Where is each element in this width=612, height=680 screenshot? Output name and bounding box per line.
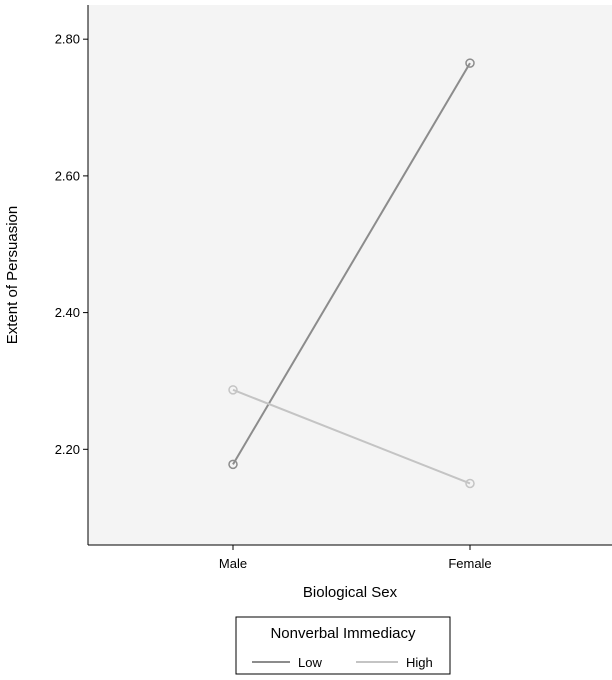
y-axis-ticks: 2.20 2.40 2.60 2.80 <box>55 32 88 457</box>
x-tick-label: Female <box>448 556 491 571</box>
data-point-high <box>465 478 475 489</box>
x-axis-title: Biological Sex <box>303 584 398 601</box>
series-line-high <box>232 388 471 485</box>
legend-box <box>235 616 451 675</box>
y-axis-title: Extent of Persuasion <box>4 206 21 344</box>
y-tick-label: 2.60 <box>55 168 80 183</box>
series-layer <box>228 58 475 489</box>
legend-label-low: Low <box>298 655 322 670</box>
y-tick-label: 2.40 <box>55 305 80 320</box>
legend-title: Nonverbal Immediacy <box>270 625 416 642</box>
data-point-low <box>465 58 475 68</box>
series-line-low <box>232 62 471 465</box>
legend-label-high: High <box>406 655 433 670</box>
data-point-high <box>228 385 238 395</box>
y-tick-label: 2.80 <box>55 32 80 47</box>
data-point-low <box>228 459 238 470</box>
x-tick-label: Male <box>219 556 247 571</box>
x-axis-ticks: Male Female <box>219 545 492 571</box>
legend: Nonverbal Immediacy Low High <box>235 616 451 675</box>
y-tick-label: 2.20 <box>55 442 80 457</box>
plot-area <box>88 5 612 545</box>
